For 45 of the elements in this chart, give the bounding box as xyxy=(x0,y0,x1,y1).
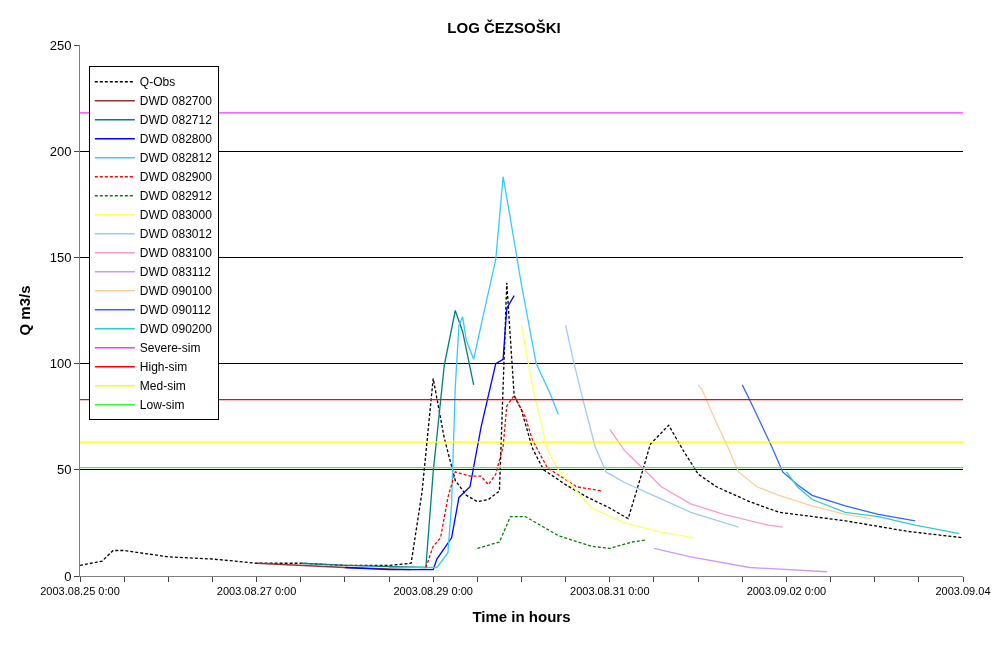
legend-label: DWD 083100 xyxy=(139,246,213,261)
x-tick-label: 2003.08.27 0:00 xyxy=(216,585,297,598)
line-series xyxy=(741,384,916,522)
legend-label: DWD 082700 xyxy=(139,94,213,109)
legend-label: Low-sim xyxy=(139,398,185,413)
line-series xyxy=(697,384,872,520)
x-tick-label: 2003.08.31 0:00 xyxy=(570,585,650,598)
y-tick-label: 100 xyxy=(49,356,72,372)
line-series xyxy=(785,471,960,535)
legend-label: DWD 083112 xyxy=(139,265,212,280)
legend-label: DWD 090200 xyxy=(139,322,213,337)
line-series xyxy=(344,294,515,571)
line-series xyxy=(520,324,696,539)
y-tick-label: 50 xyxy=(56,462,72,478)
legend-label: Severe-sim xyxy=(139,341,201,356)
line-series xyxy=(80,282,963,567)
y-tick-label: 200 xyxy=(49,143,72,159)
x-tick-label: 2003.08.29 0:00 xyxy=(393,585,473,598)
x-tick-label: 2003.08.25 0:00 xyxy=(40,585,120,598)
line-series xyxy=(476,515,648,550)
y-axis-title: Q m3/s xyxy=(15,285,33,336)
chart-title: LOG ČEZSOŠKI xyxy=(447,19,561,37)
line-series xyxy=(388,176,559,569)
line-series xyxy=(653,547,828,573)
line-series xyxy=(300,309,475,569)
legend-label: DWD 082812 xyxy=(139,151,213,166)
legend-label: DWD 083012 xyxy=(139,227,213,242)
legend-label: DWD 082912 xyxy=(139,189,213,204)
legend-label: High-sim xyxy=(139,360,188,375)
legend-label: DWD 083000 xyxy=(139,208,213,223)
legend-label: DWD 090100 xyxy=(139,284,213,299)
legend-label: Q-Obs xyxy=(139,75,176,90)
legend-label: Med-sim xyxy=(139,379,186,394)
legend-label: DWD 082900 xyxy=(139,170,213,185)
x-axis-title: Time in hours xyxy=(472,608,571,626)
legend-label: DWD 082800 xyxy=(139,132,213,147)
legend-label: DWD 082712 xyxy=(139,113,213,128)
legend-label: DWD 090112 xyxy=(139,303,212,318)
y-tick-label: 0 xyxy=(64,568,72,584)
line-series xyxy=(609,428,784,528)
y-tick-label: 250 xyxy=(49,37,72,53)
y-tick-label: 150 xyxy=(49,249,72,265)
x-tick-label: 2003.09.02 0:00 xyxy=(746,585,827,598)
x-tick-label: 2003.09.04 xyxy=(935,585,991,598)
line-series xyxy=(565,324,740,528)
